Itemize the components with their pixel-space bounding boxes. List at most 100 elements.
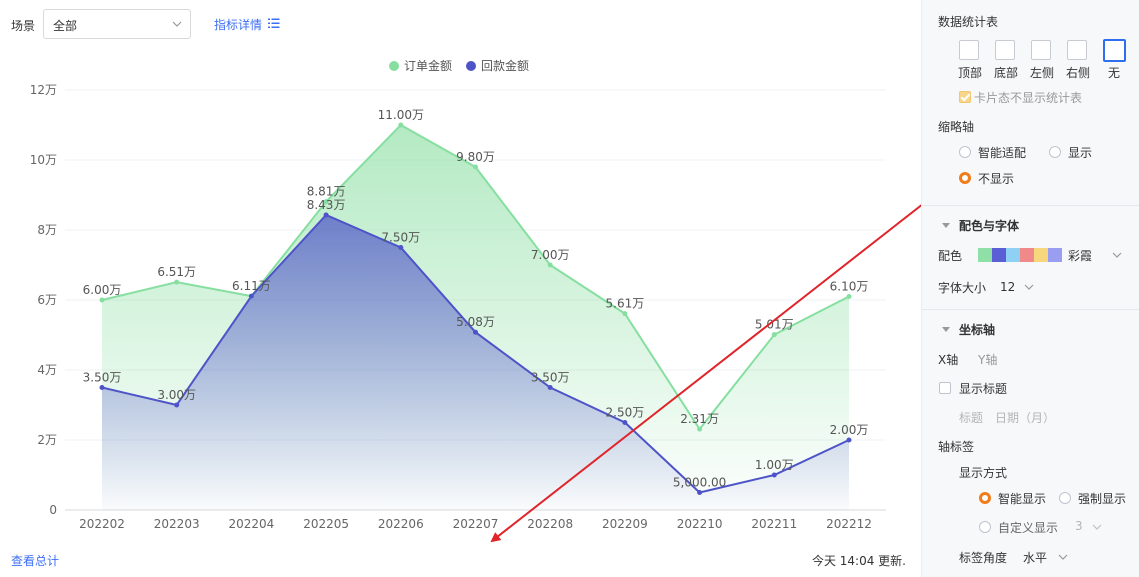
data-point bbox=[323, 212, 329, 218]
chevron-down-icon bbox=[172, 21, 182, 27]
custom-count-value[interactable]: 3 bbox=[1075, 519, 1083, 533]
x-tick-label: 202212 bbox=[826, 517, 872, 531]
scene-select[interactable]: 全部 bbox=[43, 9, 191, 39]
data-label: 6.10万 bbox=[830, 280, 869, 294]
zoom-hide-radio[interactable] bbox=[959, 172, 971, 184]
swatch bbox=[1034, 248, 1048, 262]
data-point bbox=[174, 402, 180, 408]
chevron-down-icon[interactable] bbox=[1058, 552, 1068, 562]
x-tick-label: 202207 bbox=[453, 517, 499, 531]
collapse-arrow-icon[interactable] bbox=[942, 327, 950, 332]
data-point bbox=[771, 472, 777, 478]
legend-label: 回款金额 bbox=[481, 58, 529, 73]
x-tick-label: 202211 bbox=[751, 517, 797, 531]
data-point bbox=[771, 332, 777, 338]
zoom-smart-radio[interactable] bbox=[959, 146, 971, 158]
stats-table-title: 数据统计表 bbox=[938, 15, 999, 29]
settings-panel: 数据统计表 顶部 底部 左侧 右侧 无 卡片态不显示统计表 缩略轴 智能适配 显… bbox=[921, 0, 1139, 577]
y-tick-label: 6万 bbox=[37, 293, 57, 307]
title-value: 日期（月） bbox=[995, 411, 1056, 425]
label-angle-label: 标签角度 bbox=[959, 551, 1008, 565]
swatch bbox=[1006, 248, 1020, 262]
data-point bbox=[323, 199, 329, 205]
metric-details-link[interactable]: 指标详情 bbox=[214, 18, 263, 32]
position-bottom-label: 底部 bbox=[993, 66, 1018, 80]
position-right-label: 右侧 bbox=[1065, 66, 1090, 80]
legend-marker bbox=[389, 61, 399, 71]
axis-label-title: 轴标签 bbox=[938, 440, 975, 454]
divider bbox=[922, 205, 1139, 206]
data-label: 6.00万 bbox=[83, 283, 122, 297]
title-label: 标题 bbox=[959, 411, 984, 425]
tab-x-axis[interactable]: X轴 bbox=[938, 353, 959, 367]
data-label: 8.81万 bbox=[307, 185, 346, 199]
font-size-label: 字体大小 bbox=[938, 281, 987, 295]
data-label: 7.00万 bbox=[531, 248, 570, 262]
data-label: 6.11万 bbox=[232, 279, 271, 293]
series-area bbox=[102, 214, 849, 510]
scene-select-value: 全部 bbox=[53, 19, 78, 33]
chevron-down-icon[interactable] bbox=[1024, 282, 1034, 292]
card-hide-label: 卡片态不显示统计表 bbox=[974, 91, 1083, 105]
label-angle-value[interactable]: 水平 bbox=[1023, 551, 1048, 565]
divider bbox=[922, 309, 1139, 310]
tab-y-axis[interactable]: Y轴 bbox=[978, 353, 998, 367]
data-point bbox=[846, 294, 852, 299]
data-point bbox=[547, 385, 553, 390]
data-point bbox=[99, 297, 105, 303]
zoom-show-radio[interactable] bbox=[1049, 146, 1061, 158]
data-point bbox=[473, 329, 478, 335]
data-point bbox=[622, 311, 628, 317]
zoom-axis-title: 缩略轴 bbox=[938, 120, 975, 134]
palette-swatches[interactable] bbox=[978, 248, 1062, 262]
zoom-show-label: 显示 bbox=[1068, 146, 1093, 160]
collapse-arrow-icon[interactable] bbox=[942, 223, 950, 228]
y-tick-label: 12万 bbox=[30, 83, 57, 97]
x-tick-label: 202202 bbox=[79, 517, 125, 531]
x-tick-label: 202210 bbox=[677, 517, 723, 531]
data-label: 7.50万 bbox=[381, 231, 420, 245]
data-label: 5.61万 bbox=[606, 297, 645, 311]
data-label: 2.50万 bbox=[606, 406, 645, 420]
position-top-button[interactable] bbox=[959, 40, 979, 60]
mode-custom-radio[interactable] bbox=[979, 521, 991, 533]
mode-force-radio[interactable] bbox=[1059, 492, 1071, 504]
x-tick-label: 202205 bbox=[303, 517, 349, 531]
y-tick-label: 10万 bbox=[30, 153, 57, 167]
data-point bbox=[398, 245, 404, 250]
view-total-link[interactable]: 查看总计 bbox=[11, 554, 60, 568]
data-label: 3.50万 bbox=[531, 371, 570, 385]
update-time: 今天 14:04 更新. bbox=[811, 554, 906, 568]
position-none-button[interactable] bbox=[1103, 39, 1126, 62]
font-size-value[interactable]: 12 bbox=[1000, 280, 1016, 294]
data-label: 5.08万 bbox=[456, 315, 495, 329]
data-point bbox=[622, 420, 628, 425]
y-tick-label: 2万 bbox=[37, 433, 57, 447]
position-left-button[interactable] bbox=[1031, 40, 1051, 60]
axis-title: 坐标轴 bbox=[959, 323, 996, 337]
mode-smart-label: 智能显示 bbox=[998, 492, 1047, 506]
x-tick-label: 202208 bbox=[527, 517, 573, 531]
y-tick-label: 0 bbox=[49, 503, 57, 517]
swatch bbox=[1048, 248, 1062, 262]
mode-smart-radio[interactable] bbox=[979, 492, 991, 504]
chevron-down-icon[interactable] bbox=[1112, 250, 1122, 260]
data-point bbox=[248, 293, 254, 299]
position-bottom-button[interactable] bbox=[995, 40, 1015, 60]
zoom-hide-label: 不显示 bbox=[978, 172, 1015, 186]
y-tick-label: 8万 bbox=[37, 223, 57, 237]
card-hide-checkbox[interactable] bbox=[959, 91, 971, 103]
display-mode-label: 显示方式 bbox=[959, 466, 1008, 480]
swatch bbox=[1020, 248, 1034, 262]
position-right-button[interactable] bbox=[1067, 40, 1087, 60]
data-label: 3.50万 bbox=[83, 371, 122, 385]
list-icon[interactable] bbox=[268, 17, 280, 29]
data-label: 2.00万 bbox=[830, 423, 869, 437]
data-point bbox=[547, 262, 553, 268]
data-label: 1.00万 bbox=[755, 458, 794, 472]
y-tick-label: 4万 bbox=[37, 363, 57, 377]
data-point bbox=[473, 164, 478, 170]
swatch bbox=[992, 248, 1006, 262]
show-title-checkbox[interactable] bbox=[939, 382, 951, 394]
chevron-down-icon[interactable] bbox=[1092, 522, 1102, 532]
